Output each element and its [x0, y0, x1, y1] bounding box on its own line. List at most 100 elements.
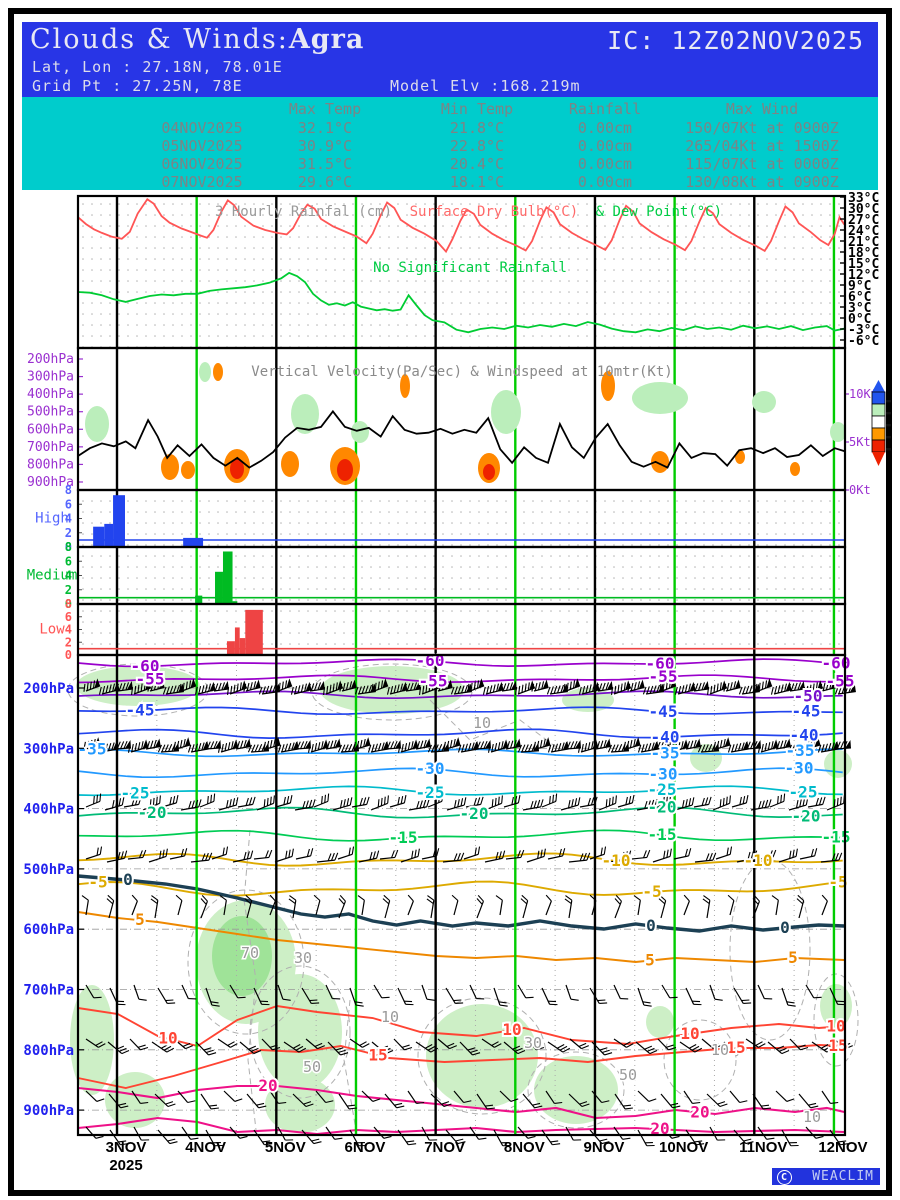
wind-barb: [469, 984, 485, 1000]
day-gridlines: [115, 196, 836, 1135]
wind-barb: [154, 1093, 176, 1108]
wind-barb: [415, 1041, 439, 1053]
svg-text:4: 4: [65, 623, 72, 637]
wind-barb: [446, 797, 467, 811]
wind-barb: [715, 846, 733, 860]
wind-barb: [465, 796, 484, 808]
wind-barb: [150, 895, 159, 919]
wind-barb: [463, 846, 481, 860]
wind-barb: [531, 679, 549, 692]
wind-barb: [227, 680, 248, 695]
wind-barb: [357, 895, 365, 916]
svg-text:-30: -30: [785, 759, 814, 778]
wind-barb: [148, 848, 168, 863]
table-cell: 0.00cm: [577, 137, 633, 155]
wind-barb: [277, 1126, 294, 1141]
svg-text:0: 0: [65, 648, 72, 662]
wind-barb: [568, 1093, 590, 1108]
svg-text:700hPa: 700hPa: [23, 983, 74, 999]
svg-text:5: 5: [788, 948, 798, 967]
wind-barb: [757, 849, 777, 860]
wind-barb: [499, 1090, 519, 1102]
svg-text:Surface Dry Bulb(°C): Surface Dry Bulb(°C): [410, 204, 579, 220]
wind-barb: [269, 894, 276, 916]
svg-text:8: 8: [65, 483, 72, 497]
wind-barb: [522, 1093, 543, 1109]
svg-text:400hPa: 400hPa: [23, 802, 74, 818]
table-cell: 115/07Kt at 0000Z: [685, 155, 839, 173]
svg-text:-6°C: -6°C: [848, 334, 879, 349]
wind-barb: [123, 796, 142, 808]
page-title: Clouds & Winds:Agra: [30, 24, 365, 55]
wind-barb: [133, 1126, 150, 1141]
svg-text:0: 0: [780, 918, 790, 937]
wind-barb: [633, 895, 641, 916]
wind-barb: [327, 1041, 349, 1056]
svg-text:8NOV: 8NOV: [504, 1139, 545, 1156]
svg-text:-25: -25: [416, 783, 445, 802]
svg-text:12NOV: 12NOV: [818, 1139, 867, 1156]
wind-barb: [593, 738, 611, 750]
wind-barb: [195, 1041, 217, 1056]
wind-barb: [157, 1129, 178, 1145]
wind-barb: [459, 1041, 481, 1056]
svg-text:800hPa: 800hPa: [23, 1043, 74, 1059]
wind-barb: [693, 796, 712, 808]
wind-barb: [450, 683, 472, 695]
wind-barb: [613, 1038, 634, 1048]
wind-barb: [589, 894, 597, 916]
wind-barb: [442, 852, 465, 863]
wind-barb: [407, 894, 414, 916]
wind-barb: [733, 1129, 754, 1145]
wind-barb: [683, 738, 701, 750]
wind-barb: [232, 850, 254, 863]
wind-barb: [738, 683, 760, 695]
svg-text:2: 2: [65, 635, 72, 649]
svg-text:-15: -15: [648, 825, 677, 844]
wind-barb: [484, 850, 506, 863]
svg-text:-5: -5: [828, 872, 847, 891]
wind-barb: [269, 1090, 287, 1104]
svg-text:10: 10: [803, 1108, 821, 1126]
wind-barb: [115, 680, 133, 692]
svg-text:10Kt: 10Kt: [849, 387, 878, 401]
wind-barb: [325, 984, 341, 1000]
wind-barb: [427, 793, 444, 808]
wind-barb: [476, 1093, 495, 1110]
wind-barb: [598, 795, 617, 811]
wind-barb: [373, 1126, 392, 1139]
wind-barb: [637, 987, 652, 1007]
svg-text:50: 50: [303, 1058, 321, 1076]
panel-borders: [76, 194, 847, 1137]
wind-barb: [400, 848, 420, 863]
column-header: Max Wind: [725, 100, 799, 118]
wind-barb: [190, 852, 213, 863]
svg-text:7NOV: 7NOV: [424, 1139, 465, 1156]
wind-barbs: [81, 678, 856, 1147]
wind-barb: [243, 679, 261, 692]
wind-barb: [403, 680, 421, 692]
table-cell: 150/07Kt at 0900Z: [685, 119, 839, 137]
table-cell: 30.9°C: [297, 137, 353, 155]
wind-barb: [589, 846, 607, 860]
svg-text:-20: -20: [648, 797, 677, 816]
svg-text:8: 8: [65, 597, 72, 611]
wind-barb: [679, 1041, 703, 1053]
svg-text:500hPa: 500hPa: [23, 862, 74, 878]
table-row: 04NOV2025 32.1°C 21.8°C 0.00cm 150/07Kt at 0…: [22, 119, 878, 137]
table-row: 06NOV2025 31.5°C 20.4°C 0.00cm 115/07Kt at 0…: [22, 155, 878, 173]
wind-barb: [503, 1041, 526, 1055]
wind-barb: [426, 895, 435, 919]
wind-barb: [200, 894, 209, 919]
table-cell: 20.4°C: [449, 155, 505, 173]
wind-barb: [351, 796, 370, 808]
wind-barb: [294, 799, 316, 811]
wind-barb: [673, 848, 692, 860]
wind-barb: [413, 738, 431, 750]
svg-text:0: 0: [65, 597, 72, 611]
wind-barb: [781, 1129, 799, 1147]
wind-barb: [541, 793, 558, 808]
column-header: Rainfall: [568, 100, 642, 118]
wind-barb: [349, 987, 364, 1007]
